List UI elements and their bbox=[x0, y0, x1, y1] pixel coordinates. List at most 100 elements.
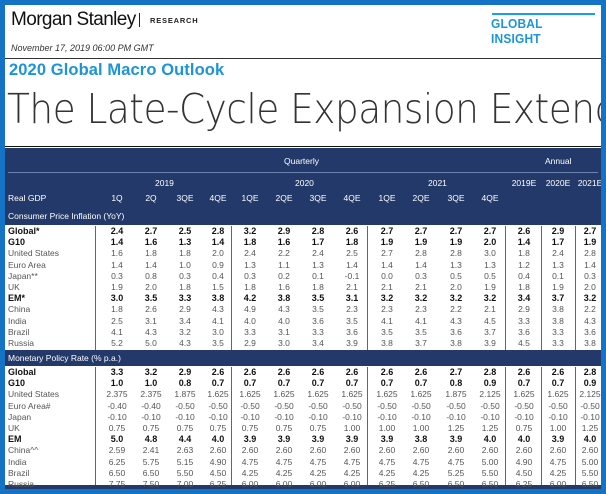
table-cell: 1.9 bbox=[414, 237, 428, 248]
row-label: EM* bbox=[8, 293, 26, 304]
row-label: Euro Area bbox=[8, 259, 46, 270]
table-cell: 0.3 bbox=[111, 270, 123, 281]
table-cell: -0.50 bbox=[208, 400, 228, 411]
table-row: UK 1.9 2.0 1.8 1.5 1.8 1.6 1.8 2.1 2.1 2.1 2.0 1.9 1.… bbox=[5, 282, 601, 293]
table-cell: 2.3 bbox=[415, 304, 427, 315]
table-cell: 4.75 bbox=[343, 456, 361, 467]
annual-group-header: Annual bbox=[545, 156, 572, 166]
table-cell: 2.4 bbox=[312, 248, 324, 259]
table-cell: 5.50 bbox=[176, 467, 194, 478]
table-cell: 4.0 bbox=[278, 315, 290, 326]
table-cell: 1.625 bbox=[513, 389, 535, 400]
table-cell: -0.1 bbox=[344, 270, 360, 281]
table-cell: 3.0 bbox=[278, 338, 290, 348]
table-cell: 4.25 bbox=[549, 467, 567, 478]
column-header: 2QE bbox=[412, 193, 430, 203]
table-cell: 1.6 bbox=[144, 237, 158, 248]
table-cell: 0.75 bbox=[515, 423, 533, 433]
table-cell: 3.8 bbox=[552, 315, 564, 326]
table-cell: 2.4 bbox=[552, 248, 564, 259]
column-header: 3QE bbox=[176, 193, 194, 203]
table-cell: 3.2 bbox=[449, 293, 463, 304]
year-header-2020: 2020 bbox=[295, 178, 314, 188]
table-cell: -0.50 bbox=[514, 400, 534, 411]
table-cell: 1.2 bbox=[518, 259, 530, 270]
row-label: Russia bbox=[8, 479, 34, 489]
column-divider bbox=[541, 226, 542, 350]
table-cell: 2.9 bbox=[551, 226, 565, 236]
table-cell: 2.125 bbox=[579, 389, 601, 400]
table-cell: 2.6 bbox=[380, 367, 394, 377]
row-label: India bbox=[8, 315, 27, 326]
table-row: Euro Area# -0.40 -0.40 -0.50 -0.50 -0.50 -0.50… bbox=[5, 401, 601, 412]
table-cell: 0.75 bbox=[309, 423, 327, 433]
table-cell: 3.9 bbox=[243, 434, 257, 445]
table-cell: 3.8 bbox=[381, 338, 393, 348]
table-row: G10 1.4 1.6 1.3 1.4 1.8 1.6 1.7 1.8 1.9 1.9 1.9 2.0 1… bbox=[5, 237, 601, 248]
table-cell: 2.9 bbox=[179, 304, 191, 315]
table-cell: 5.00 bbox=[581, 456, 599, 467]
table-cell: 0.1 bbox=[552, 270, 564, 281]
row-label: G10 bbox=[8, 378, 26, 389]
table-cell: 6.25 bbox=[108, 456, 126, 467]
table-cell: 5.00 bbox=[481, 456, 499, 467]
table-cell: 3.9 bbox=[449, 434, 463, 445]
table-cell: 1.9 bbox=[380, 237, 394, 248]
table-cell: 0.7 bbox=[211, 378, 225, 389]
table-cell: 1.4 bbox=[415, 259, 427, 270]
table-row: Brazil 6.50 6.50 5.50 4.50 4.25 4.25 4.25 4.25 4.… bbox=[5, 468, 601, 479]
table-cell: 5.15 bbox=[176, 456, 194, 467]
table-cell: 4.3 bbox=[212, 304, 224, 315]
table-cell: 0.7 bbox=[517, 378, 531, 389]
table-cell: 4.50 bbox=[515, 467, 533, 478]
table-cell: 2.8 bbox=[211, 226, 225, 236]
table-cell: 0.8 bbox=[449, 378, 463, 389]
column-divider bbox=[231, 226, 232, 350]
table-cell: 0.75 bbox=[241, 423, 259, 433]
table-cell: -0.50 bbox=[411, 400, 431, 411]
table-cell: 1.8 bbox=[179, 282, 191, 292]
table-cell: 2.60 bbox=[549, 445, 567, 456]
table-row: EM* 3.0 3.5 3.3 3.8 4.2 3.8 3.5 3.1 3.2 3.2 3.2 3.2 3… bbox=[5, 293, 601, 304]
table-cell: 2.9 bbox=[178, 367, 192, 377]
table-cell: 0.5 bbox=[484, 270, 496, 281]
table-cell: 0.3 bbox=[244, 270, 256, 281]
table-cell: -0.50 bbox=[274, 400, 294, 411]
column-divider bbox=[505, 226, 506, 350]
real-gdp-label: Real GDP bbox=[8, 193, 47, 203]
table-cell: 6.00 bbox=[309, 479, 327, 489]
column-header: 2QE bbox=[275, 193, 293, 203]
table-cell: 1.625 bbox=[307, 389, 329, 400]
table-cell: -0.10 bbox=[514, 411, 534, 422]
table-cell: -0.10 bbox=[274, 411, 294, 422]
table-cell: 2.6 bbox=[551, 367, 565, 377]
column-header: 2Q bbox=[145, 193, 157, 203]
row-label: Euro Area# bbox=[8, 400, 51, 411]
policy-rate-section-header: Monetary Policy Rate (% p.a.) bbox=[5, 350, 601, 366]
column-divider bbox=[231, 367, 232, 485]
table-cell: 2.1 bbox=[346, 282, 358, 292]
table-cell: 1.00 bbox=[549, 423, 567, 433]
table-cell: 1.8 bbox=[345, 237, 359, 248]
table-cell: 5.25 bbox=[447, 467, 465, 478]
table-cell: 1.9 bbox=[583, 237, 597, 248]
table-cell: 2.375 bbox=[140, 389, 162, 400]
table-cell: 4.5 bbox=[484, 315, 496, 326]
table-cell: 3.0 bbox=[110, 293, 124, 304]
table-cell: 3.1 bbox=[345, 293, 359, 304]
table-cell: 2.8 bbox=[415, 248, 427, 259]
table-cell: 3.3 bbox=[552, 338, 564, 348]
row-label: Brazil bbox=[8, 467, 30, 478]
table-cell: 1.8 bbox=[244, 282, 256, 292]
table-cell: 2.8 bbox=[584, 248, 596, 259]
table-cell: 1.625 bbox=[207, 389, 229, 400]
table-cell: 3.5 bbox=[212, 338, 224, 348]
table-cell: 3.8 bbox=[414, 434, 428, 445]
table-cell: 3.8 bbox=[450, 338, 462, 348]
table-cell: 1.7 bbox=[311, 237, 325, 248]
table-cell: 4.0 bbox=[211, 434, 225, 445]
table-cell: 2.4 bbox=[244, 248, 256, 259]
publish-date: November 17, 2019 06:00 PM GMT bbox=[11, 43, 154, 53]
table-cell: 3.6 bbox=[312, 315, 324, 326]
table-row: India 2.5 3.1 3.4 4.1 4.0 4.0 3.6 3.5 4.1 4.1 4.3 4.… bbox=[5, 316, 601, 327]
